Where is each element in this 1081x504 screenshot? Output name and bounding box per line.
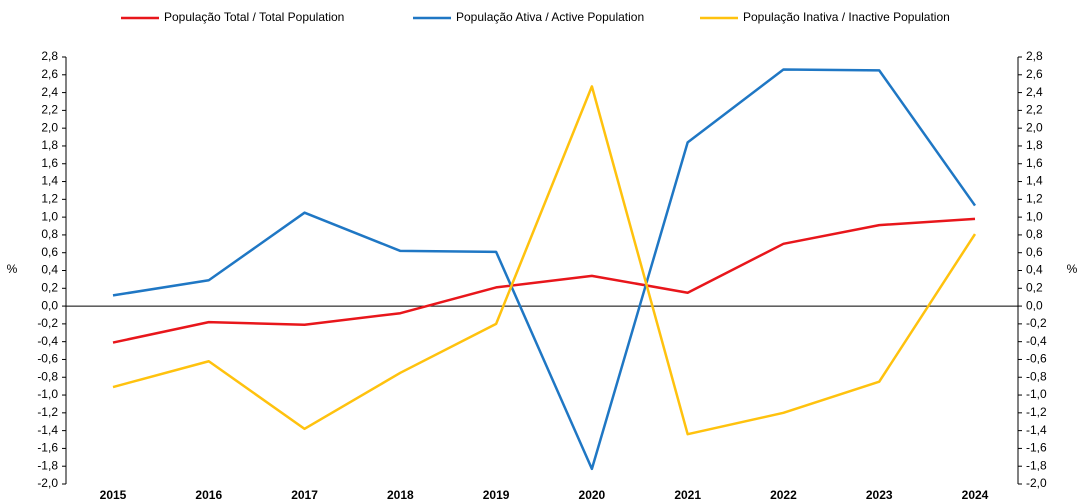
y-tick-label: 0,4: [41, 263, 58, 277]
y2-tick-label: 1,0: [1026, 209, 1043, 223]
y-axis-label: %: [7, 262, 18, 276]
x-tick-label: 2017: [291, 488, 318, 502]
y-tick-label: 2,8: [41, 49, 58, 63]
y-tick-label: 0,2: [41, 280, 58, 294]
y-tick-label: -0,4: [37, 334, 58, 348]
y2-tick-label: 0,4: [1026, 263, 1043, 277]
y2-tick-label: -1,4: [1026, 423, 1047, 437]
y-tick-label: -0,8: [37, 369, 58, 383]
legend-label: População Ativa / Active Population: [456, 10, 644, 24]
y-tick-label: -1,8: [37, 458, 58, 472]
x-tick-label: 2016: [195, 488, 222, 502]
y-tick-label: 2,0: [41, 120, 58, 134]
x-tick-label: 2019: [483, 488, 510, 502]
series-line: [112, 85, 977, 436]
y-tick-label: 1,2: [41, 192, 58, 206]
y-tick-label: 1,0: [41, 209, 58, 223]
y-tick-label: 0,0: [41, 298, 58, 312]
y2-tick-label: 2,2: [1026, 103, 1043, 117]
y2-tick-label: 2,6: [1026, 67, 1043, 81]
y-tick-label: 1,8: [41, 138, 58, 152]
y-tick-label: -1,2: [37, 405, 58, 419]
y2-tick-label: 0,6: [1026, 245, 1043, 259]
y2-tick-label: 1,8: [1026, 138, 1043, 152]
y-tick-label: -1,4: [37, 423, 58, 437]
x-tick-label: 2021: [674, 488, 701, 502]
y-tick-label: -0,2: [37, 316, 58, 330]
x-tick-label: 2024: [962, 488, 989, 502]
legend-label: População Inativa / Inactive Population: [743, 10, 950, 24]
y2-tick-label: -1,2: [1026, 405, 1047, 419]
x-tick-label: 2022: [770, 488, 797, 502]
y2-tick-label: -1,8: [1026, 458, 1047, 472]
y2-tick-label: 0,2: [1026, 280, 1043, 294]
legend-label: População Total / Total Population: [164, 10, 344, 24]
y2-tick-label: 0,8: [1026, 227, 1043, 241]
y-tick-label: 0,6: [41, 245, 58, 259]
y2-axis-label: %: [1067, 262, 1078, 276]
series-line: [112, 68, 977, 471]
x-tick-label: 2015: [100, 488, 127, 502]
y2-tick-label: -1,6: [1026, 441, 1047, 455]
x-tick-label: 2023: [866, 488, 893, 502]
y2-tick-label: 1,6: [1026, 156, 1043, 170]
y2-tick-label: -0,4: [1026, 334, 1047, 348]
y2-tick-label: -2,0: [1026, 476, 1047, 490]
y2-tick-label: 2,0: [1026, 120, 1043, 134]
y2-tick-label: 2,8: [1026, 49, 1043, 63]
y-tick-label: 0,8: [41, 227, 58, 241]
series-line: [112, 217, 976, 344]
y-tick-label: -1,6: [37, 441, 58, 455]
y-tick-label: 2,2: [41, 103, 58, 117]
y-tick-label: 1,4: [41, 174, 58, 188]
y-tick-label: -2,0: [37, 476, 58, 490]
y2-tick-label: 2,4: [1026, 85, 1043, 99]
y2-tick-label: 0,0: [1026, 298, 1043, 312]
x-tick-label: 2018: [387, 488, 414, 502]
y2-tick-label: 1,2: [1026, 192, 1043, 206]
y-tick-label: -1,0: [37, 387, 58, 401]
y2-tick-label: -0,2: [1026, 316, 1047, 330]
y-tick-label: 2,4: [41, 85, 58, 99]
y2-tick-label: -0,6: [1026, 352, 1047, 366]
x-tick-label: 2020: [579, 488, 606, 502]
y2-tick-label: -0,8: [1026, 369, 1047, 383]
y2-tick-label: 1,4: [1026, 174, 1043, 188]
y-tick-label: 2,6: [41, 67, 58, 81]
y2-tick-label: -1,0: [1026, 387, 1047, 401]
y-tick-label: 1,6: [41, 156, 58, 170]
y-tick-label: -0,6: [37, 352, 58, 366]
